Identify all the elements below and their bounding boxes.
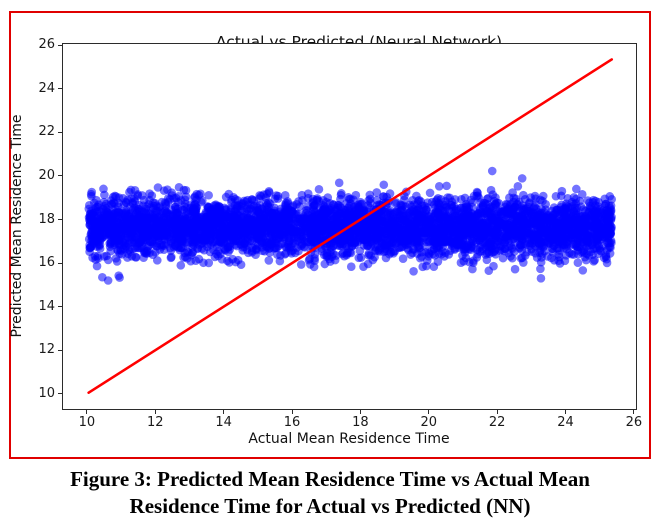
y-tick-label: 20 bbox=[38, 167, 55, 183]
figure-caption-line-2: Residence Time for Actual vs Predicted (… bbox=[129, 494, 531, 518]
y-axis-label: Predicted Mean Residence Time bbox=[9, 114, 25, 338]
y-tick-mark bbox=[58, 131, 62, 133]
x-tick-label: 22 bbox=[488, 415, 506, 430]
scatter-plot-canvas bbox=[63, 44, 636, 409]
x-tick-mark bbox=[86, 410, 88, 414]
x-tick-mark bbox=[428, 410, 430, 414]
x-tick-mark bbox=[496, 410, 498, 414]
y-tick-label: 24 bbox=[38, 80, 55, 96]
y-tick-mark bbox=[58, 349, 62, 351]
x-tick-mark bbox=[359, 410, 361, 414]
y-tick-mark bbox=[58, 44, 62, 46]
y-tick-mark bbox=[58, 306, 62, 308]
y-tick-label: 18 bbox=[38, 211, 55, 227]
x-tick-mark bbox=[633, 410, 635, 414]
x-tick-label: 12 bbox=[147, 415, 164, 430]
x-tick-label: 26 bbox=[625, 415, 643, 430]
y-tick-mark bbox=[58, 219, 62, 221]
x-tick-label: 14 bbox=[215, 415, 232, 430]
figure-image-frame: Actual vs Predicted (Neural Network) 10 1… bbox=[9, 11, 651, 459]
y-tick-mark bbox=[58, 393, 62, 395]
y-tick-label: 22 bbox=[38, 124, 55, 140]
y-tick-mark bbox=[58, 88, 62, 90]
x-tick-mark bbox=[291, 410, 293, 414]
y-tick-mark bbox=[58, 175, 62, 177]
x-axis-label: Actual Mean Residence Time bbox=[248, 431, 450, 447]
y-tick-label: 14 bbox=[38, 298, 55, 314]
y-tick-label: 10 bbox=[38, 385, 55, 401]
x-tick-mark bbox=[154, 410, 156, 414]
x-tick-mark bbox=[223, 410, 225, 414]
y-tick-label: 26 bbox=[38, 37, 55, 53]
y-tick-label: 12 bbox=[38, 342, 55, 358]
y-tick-label: 16 bbox=[38, 255, 55, 271]
y-tick-mark bbox=[58, 262, 62, 264]
x-tick-label: 24 bbox=[557, 415, 574, 430]
x-tick-label: 20 bbox=[420, 415, 438, 430]
figure-caption: Figure 3: Predicted Mean Residence Time … bbox=[0, 466, 660, 520]
x-tick-label: 18 bbox=[352, 415, 369, 430]
x-tick-label: 16 bbox=[283, 415, 301, 430]
x-tick-label: 10 bbox=[78, 415, 96, 430]
x-tick-mark bbox=[565, 410, 567, 414]
figure-caption-line-1: Figure 3: Predicted Mean Residence Time … bbox=[70, 467, 590, 491]
plot-area bbox=[62, 43, 637, 410]
